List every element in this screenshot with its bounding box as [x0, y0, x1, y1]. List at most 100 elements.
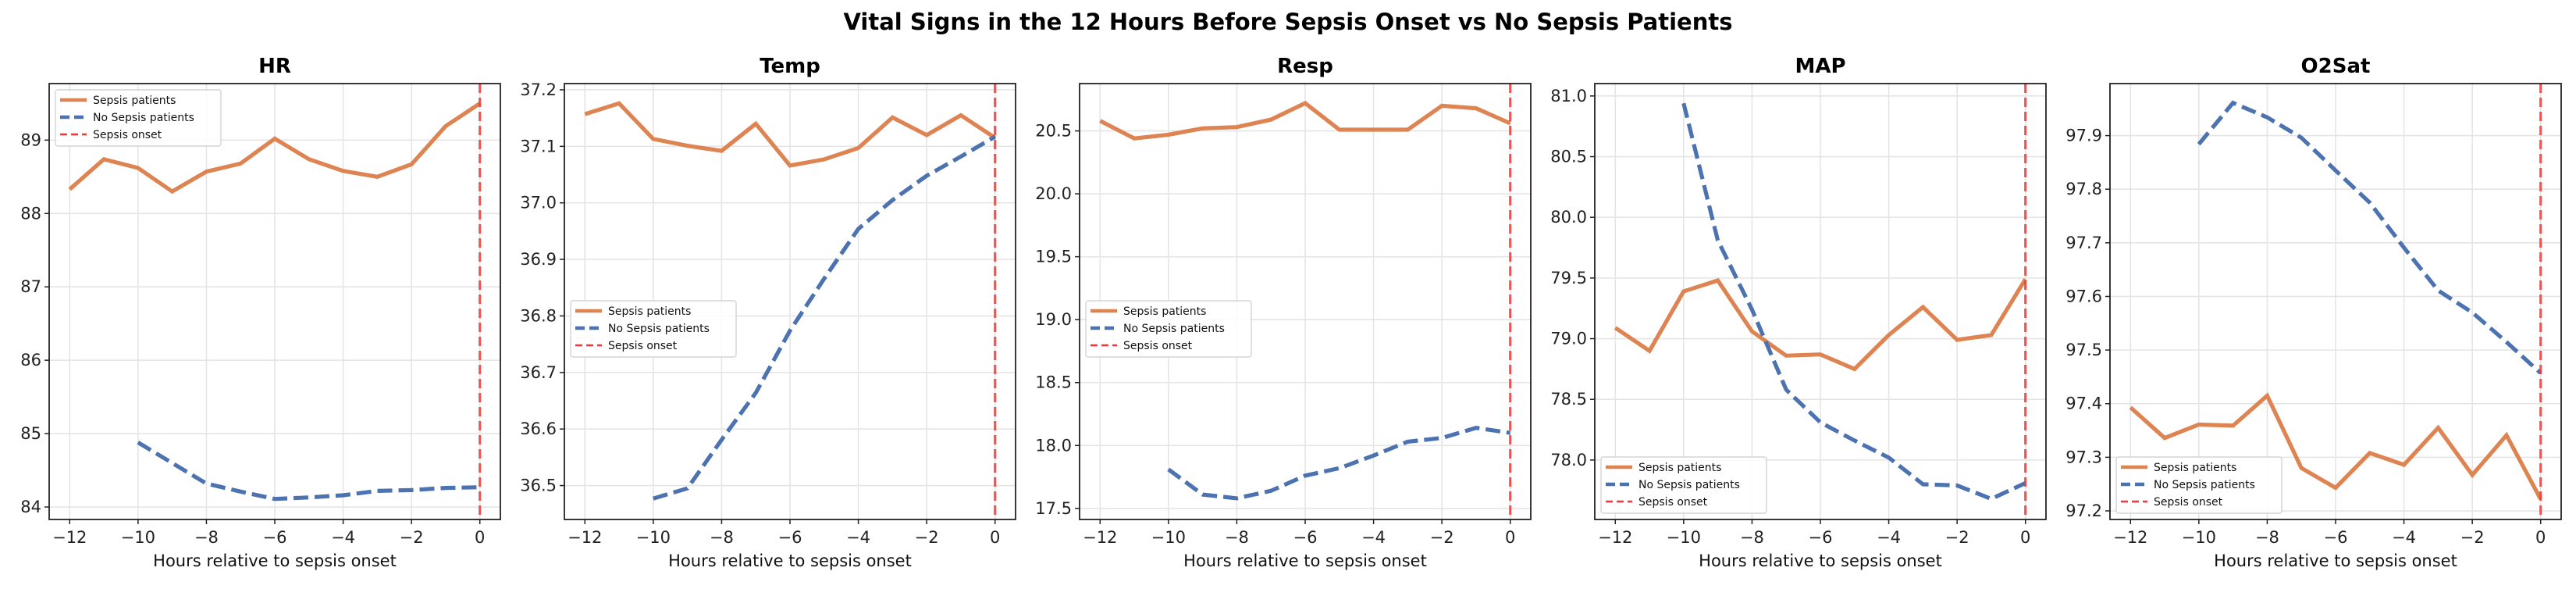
x-axis-label: Hours relative to sepsis onset — [1183, 552, 1427, 570]
y-tick-label: 18.5 — [1035, 373, 1072, 392]
x-tick-label: 0 — [2535, 528, 2546, 547]
series-line-no-sepsis — [137, 441, 480, 502]
legend-label: No Sepsis patients — [2154, 479, 2255, 491]
legend-box — [570, 300, 737, 358]
y-tick-label: 37.0 — [520, 194, 557, 212]
x-tick-label: −12 — [1083, 528, 1117, 547]
series-line-sepsis — [2129, 392, 2542, 501]
legend-label: No Sepsis patients — [93, 112, 194, 124]
subplot-title: MAP — [1795, 55, 1845, 78]
x-tick-label: −6 — [1293, 528, 1318, 547]
subplot-o2sat: O2Sat −12 −10 −8 −6 −4 −2 0 97.2 97.3 97.4 97.5 97.6… — [2065, 55, 2562, 570]
legend-label: Sepsis onset — [93, 129, 162, 141]
x-tick-label: −2 — [2460, 528, 2485, 547]
y-tick-label: 97.6 — [2065, 287, 2102, 305]
axes-frame — [1594, 83, 2047, 520]
x-tick-label: −6 — [778, 528, 802, 547]
y-tick-label: 36.8 — [520, 306, 557, 325]
y-tick-label: 86 — [20, 351, 41, 369]
legend-label: No Sepsis patients — [1638, 479, 1740, 491]
y-tick-label: 36.5 — [520, 477, 557, 495]
y-tick-label: 85 — [20, 424, 41, 443]
legend-label: Sepsis patients — [2154, 462, 2236, 474]
legend-box — [1085, 300, 1252, 358]
legend: Sepsis patients No Sepsis patients Sepsis … — [570, 300, 737, 358]
x-tick-label: −10 — [121, 528, 155, 547]
legend-label: Sepsis patients — [93, 95, 176, 107]
x-tick-label: −2 — [1430, 528, 1454, 547]
y-tick-label: 97.8 — [2065, 180, 2102, 198]
y-tick-label: 36.7 — [520, 363, 557, 382]
series-line-no-sepsis — [2197, 100, 2542, 375]
figure-title: Vital Signs in the 12 Hours Before Sepsi… — [844, 9, 1733, 35]
series-line-sepsis — [68, 102, 482, 195]
legend-label: Sepsis onset — [608, 340, 678, 352]
y-tick-label: 78.0 — [1550, 451, 1587, 469]
y-tick-label: 97.5 — [2065, 341, 2102, 359]
x-tick-label: −2 — [1945, 528, 1969, 547]
y-tick-label: 97.3 — [2065, 448, 2102, 466]
x-tick-label: 0 — [1505, 528, 1515, 547]
x-axis-label: Hours relative to sepsis onset — [2214, 552, 2457, 570]
x-tick-label: −2 — [400, 528, 424, 547]
legend-label: Sepsis onset — [1638, 496, 1708, 509]
subplot-map: MAP −12 −10 −8 −6 −4 −2 0 78.0 78.5 79.0 79.5 80.0 80… — [1550, 55, 2047, 570]
series-line-no-sepsis — [1167, 426, 1511, 501]
x-tick-label: −12 — [568, 528, 602, 547]
legend-box — [55, 89, 222, 147]
x-tick-label: −4 — [1877, 528, 1901, 547]
x-tick-label: −2 — [915, 528, 939, 547]
y-tick-label: 79.0 — [1550, 330, 1587, 348]
x-tick-label: −4 — [1361, 528, 1386, 547]
x-tick-label: −4 — [331, 528, 355, 547]
legend: Sepsis patients No Sepsis patients Sepsis … — [55, 89, 222, 147]
axes-frame — [2109, 83, 2562, 520]
subplot-title: Resp — [1277, 55, 1333, 78]
subplot-title: Temp — [760, 55, 820, 78]
x-axis-label: Hours relative to sepsis onset — [153, 552, 397, 570]
x-tick-label: 0 — [990, 528, 1000, 547]
legend-label: No Sepsis patients — [608, 323, 710, 335]
subplots: HR −12 −10 −8 −6 −4 −2 0 84 85 86 87 88 89 Hours relat… — [20, 55, 2562, 570]
x-tick-label: −8 — [2255, 528, 2279, 547]
series-line-sepsis — [584, 101, 997, 168]
legend-label: Sepsis patients — [1638, 462, 1721, 474]
y-tick-label: 37.2 — [520, 80, 557, 99]
y-tick-label: 80.5 — [1550, 148, 1587, 166]
y-tick-label: 17.5 — [1035, 499, 1072, 518]
legend: Sepsis patients No Sepsis patients Sepsis … — [1085, 300, 1252, 358]
y-tick-label: 79.5 — [1550, 269, 1587, 287]
y-tick-label: 88 — [20, 204, 41, 223]
axes-frame — [564, 83, 1016, 520]
x-axis-label: Hours relative to sepsis onset — [668, 552, 912, 570]
x-tick-label: −8 — [194, 528, 219, 547]
y-tick-label: 97.4 — [2065, 394, 2102, 413]
legend-label: Sepsis patients — [608, 305, 691, 318]
x-tick-label: −8 — [1225, 528, 1249, 547]
x-tick-label: −12 — [2113, 528, 2147, 547]
subplot-resp: Resp −12 −10 −8 −6 −4 −2 0 17.5 18.0 18.5 19.0 19.5 2… — [1035, 55, 1532, 570]
y-tick-label: 20.0 — [1035, 184, 1072, 203]
x-tick-label: −10 — [1151, 528, 1186, 547]
x-tick-label: −8 — [1740, 528, 1764, 547]
y-tick-label: 97.2 — [2065, 502, 2102, 520]
x-tick-label: −6 — [263, 528, 287, 547]
x-tick-label: 0 — [2020, 528, 2030, 547]
y-tick-label: 89 — [20, 130, 41, 149]
x-axis-label: Hours relative to sepsis onset — [1699, 552, 1942, 570]
y-tick-label: 78.5 — [1550, 390, 1587, 409]
x-tick-label: −10 — [2182, 528, 2216, 547]
x-tick-label: −6 — [2324, 528, 2348, 547]
series-line-sepsis — [1099, 101, 1511, 141]
legend-label: Sepsis patients — [1123, 305, 1206, 318]
y-tick-label: 18.0 — [1035, 436, 1072, 455]
y-tick-label: 87 — [20, 277, 41, 296]
x-tick-label: −6 — [1809, 528, 1833, 547]
y-tick-label: 36.9 — [520, 250, 557, 269]
y-tick-label: 36.6 — [520, 419, 557, 438]
legend-label: Sepsis onset — [2154, 496, 2223, 509]
x-tick-label: −8 — [710, 528, 734, 547]
subplot-temp: Temp −12 −10 −8 −6 −4 −2 0 36.5 36.6 36.7 36.8 36.9 3… — [520, 55, 1016, 570]
subplot-title: HR — [258, 55, 291, 78]
